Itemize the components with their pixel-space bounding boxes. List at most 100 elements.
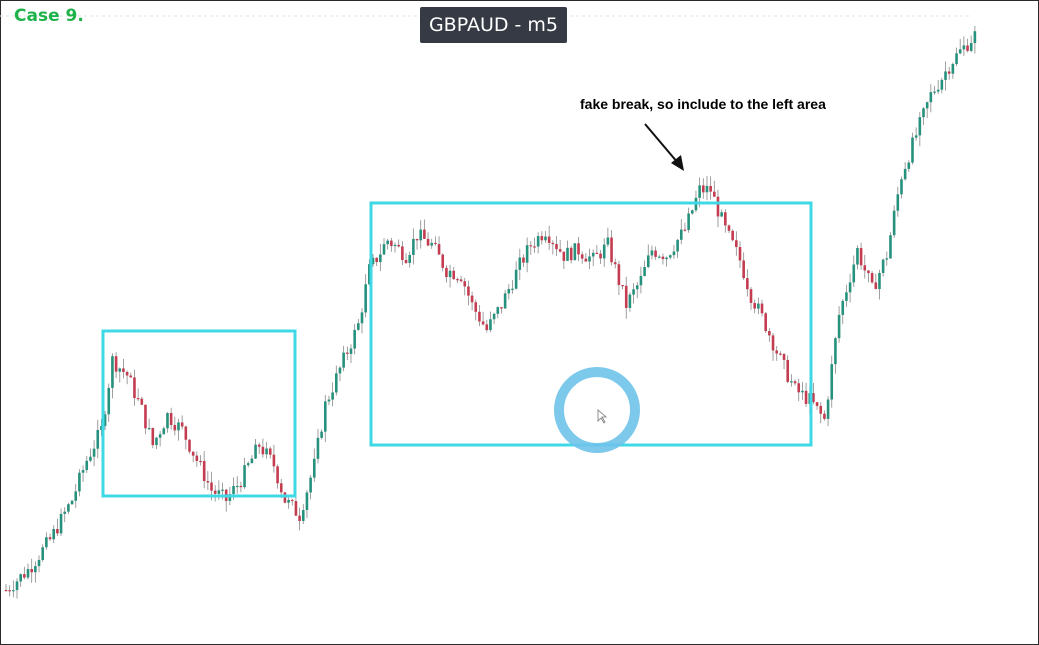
candle-bullish — [643, 267, 646, 276]
candle-bullish — [518, 257, 522, 270]
candle-bearish — [470, 295, 474, 303]
candle-bullish — [335, 373, 338, 393]
candle-bullish — [312, 458, 316, 478]
candle-bearish — [437, 244, 441, 255]
candle-bearish — [56, 528, 59, 534]
candle-bullish — [265, 448, 268, 455]
candle-bullish — [514, 269, 518, 289]
candle-bullish — [349, 348, 353, 354]
candle-bullish — [918, 117, 922, 136]
candle-bearish — [441, 254, 445, 268]
candle-bullish — [503, 293, 507, 309]
candle-bearish — [819, 405, 823, 414]
candle-bearish — [290, 499, 294, 502]
candle-bullish — [955, 53, 958, 65]
candle-bearish — [859, 248, 863, 266]
candle-bullish — [305, 492, 309, 511]
candle-bearish — [558, 249, 562, 252]
candle-bullish — [103, 414, 107, 427]
candle-bullish — [635, 285, 639, 290]
candle-bullish — [841, 300, 845, 315]
candle-bearish — [173, 425, 177, 431]
candle-bullish — [845, 292, 848, 301]
candles-group — [4, 25, 977, 599]
candle-bearish — [724, 212, 727, 226]
candle-bullish — [492, 313, 496, 320]
candle-bearish — [547, 236, 551, 243]
candle-bearish — [870, 273, 874, 283]
candle-bearish — [8, 590, 11, 592]
candle-bearish — [661, 256, 665, 260]
candle-bullish — [907, 162, 911, 169]
candle-bearish — [874, 282, 878, 290]
candle-bullish — [448, 270, 452, 278]
candle-bearish — [823, 413, 826, 419]
candle-bearish — [136, 398, 140, 400]
candle-bearish — [478, 311, 481, 322]
candle-bearish — [797, 383, 801, 393]
candle-bullish — [364, 284, 367, 313]
candle-bullish — [668, 255, 672, 258]
candle-bearish — [742, 260, 745, 279]
candle-bearish — [775, 350, 778, 354]
candle-bearish — [397, 244, 400, 247]
candle-bearish — [294, 501, 298, 516]
candle-bullish — [856, 248, 859, 265]
candle-bearish — [760, 303, 764, 314]
candle-bearish — [140, 398, 144, 405]
candle-bearish — [114, 356, 118, 372]
candle-bullish — [657, 256, 661, 258]
candle-bearish — [782, 354, 786, 360]
candle-bullish — [379, 254, 382, 263]
candle-bearish — [452, 270, 456, 280]
candle-bullish — [147, 428, 151, 430]
candle-bullish — [969, 43, 973, 51]
candle-bearish — [580, 254, 584, 259]
candle-bearish — [500, 307, 503, 309]
candle-bearish — [804, 390, 808, 404]
candle-bullish — [74, 491, 78, 501]
candle-bullish — [900, 179, 903, 195]
candle-bearish — [426, 238, 430, 246]
candle-bearish — [239, 485, 243, 488]
candle-bearish — [654, 250, 657, 257]
candle-bullish — [70, 500, 74, 505]
candle-bullish — [368, 264, 371, 285]
candle-bearish — [144, 404, 147, 429]
candle-bullish — [536, 236, 540, 247]
candle-bearish — [434, 242, 437, 245]
candle-bearish — [617, 264, 621, 286]
candle-bearish — [485, 324, 489, 331]
candle-bullish — [26, 569, 30, 578]
candle-bullish — [408, 254, 411, 263]
candle-bearish — [463, 281, 467, 287]
candle-bullish — [606, 237, 610, 245]
candle-bearish — [867, 270, 870, 274]
candle-bullish — [507, 289, 511, 294]
candle-bearish — [423, 229, 426, 239]
candle-bullish — [107, 387, 111, 415]
candle-bullish — [698, 185, 701, 198]
candle-bearish — [613, 262, 617, 265]
candle-bearish — [540, 236, 544, 241]
candle-bearish — [445, 267, 448, 278]
candle-bearish — [716, 196, 720, 217]
candle-bearish — [298, 515, 301, 521]
candle-bearish — [786, 359, 790, 382]
candle-bullish — [940, 79, 944, 90]
candle-bullish — [632, 289, 635, 295]
candle-bearish — [180, 422, 184, 427]
candle-bearish — [610, 237, 613, 263]
candle-bearish — [213, 490, 217, 494]
candle-bearish — [272, 454, 276, 467]
candle-bullish — [889, 235, 892, 259]
candle-bullish — [111, 356, 114, 388]
candle-bearish — [346, 352, 349, 354]
candle-bullish — [89, 456, 92, 461]
annotation-text: fake break, so include to the left area — [580, 96, 826, 112]
candle-bullish — [331, 392, 334, 400]
candle-bullish — [925, 102, 929, 109]
candle-bullish — [118, 368, 122, 372]
candle-bullish — [96, 430, 100, 449]
